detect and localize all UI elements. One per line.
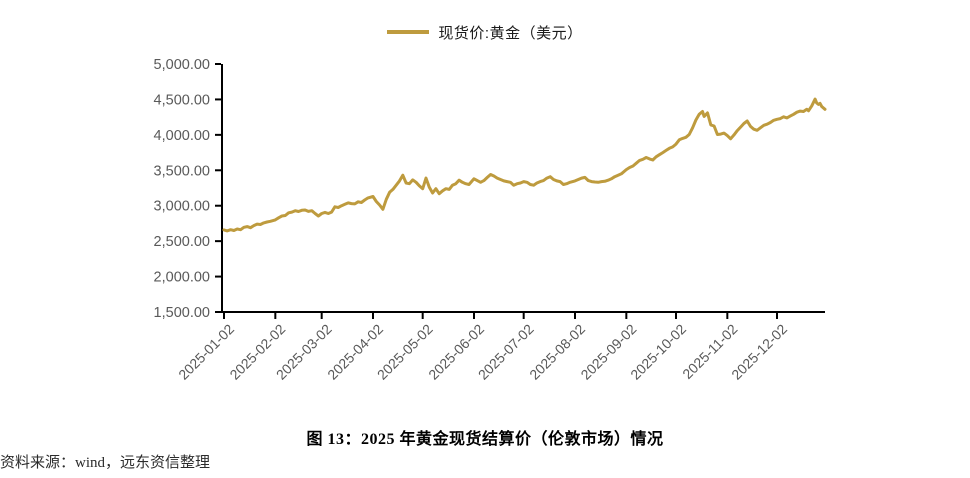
- y-tick-label: 1,500.00: [154, 305, 210, 321]
- y-tick-label: 4,500.00: [154, 92, 210, 108]
- legend-line-swatch: [387, 30, 430, 34]
- y-tick-label: 4,000.00: [154, 128, 210, 144]
- legend-label: 现货价:黄金（美元）: [438, 24, 583, 42]
- y-tick-label: 2,500.00: [154, 234, 210, 250]
- gold-price-line-chart: 5,000.00 4,500.00 4,000.00 3,500.00 3,000.00…: [154, 57, 827, 383]
- y-tick-label: 3,000.00: [154, 199, 210, 215]
- y-tick-label: 5,000.00: [154, 57, 210, 73]
- source-note: 资料来源：wind，远东资信整理: [0, 455, 211, 471]
- y-tick-label: 2,000.00: [154, 270, 210, 286]
- figure-caption: 图 13：2025 年黄金现货结算价（伦敦市场）情况: [306, 431, 664, 448]
- chart-legend: 现货价:黄金（美元）: [0, 22, 970, 42]
- price-line: [222, 97, 827, 233]
- y-tick-label: 3,500.00: [154, 163, 210, 179]
